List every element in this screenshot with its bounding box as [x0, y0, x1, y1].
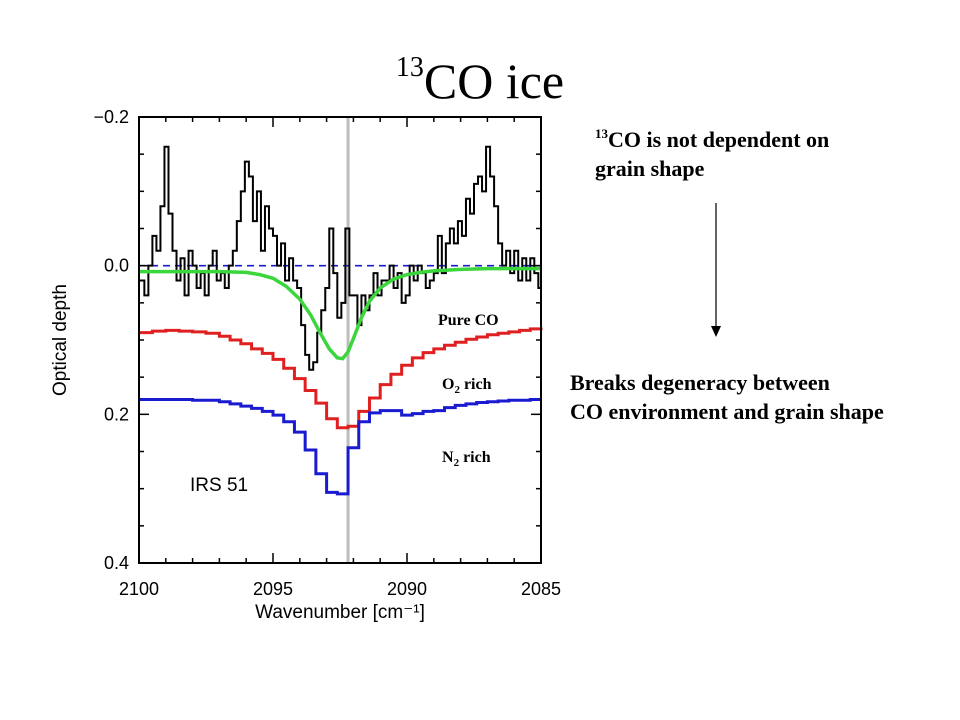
- note-grain-shape-line2: grain shape: [595, 156, 705, 181]
- x-tick-label: 2100: [119, 579, 159, 599]
- slide-title-text: CO ice: [423, 53, 565, 109]
- y-tick-label: 0.0: [104, 256, 129, 276]
- n2-rich-model-line: [139, 397, 541, 496]
- note-grain-shape-line1: CO is not dependent on: [608, 127, 830, 152]
- slide-title: 13CO ice: [0, 38, 960, 111]
- plot-frame: [138, 116, 542, 564]
- note-grain-shape: 13CO is not dependent on grain shape: [595, 119, 829, 183]
- o2-rich-label: O2 rich: [442, 376, 492, 396]
- note-grain-shape-superscript: 13: [595, 126, 608, 141]
- slide-title-superscript: 13: [395, 52, 424, 83]
- note-degeneracy-line1: Breaks degeneracy between: [570, 370, 830, 395]
- observed-spectrum-line: [139, 145, 542, 371]
- note-degeneracy-line2: CO environment and grain shape: [570, 399, 884, 424]
- pure-co-model-line: [139, 266, 541, 361]
- y-axis-label: Optical depth: [50, 284, 71, 396]
- n2-rich-label: N2 rich: [442, 449, 491, 469]
- x-axis-label: Wavenumber [cm⁻¹]: [255, 602, 425, 623]
- x-tick-label: 2090: [387, 579, 427, 599]
- y-tick-label: −0.2: [93, 107, 129, 127]
- y-tick-label: 0.4: [104, 553, 129, 573]
- x-tick-label: 2085: [521, 579, 561, 599]
- note-degeneracy: Breaks degeneracy between CO environment …: [570, 368, 884, 426]
- x-tick-label: 2095: [253, 579, 293, 599]
- pure-co-label: Pure CO: [438, 312, 499, 329]
- o2-rich-model-line: [139, 327, 543, 430]
- irs51-annotation: IRS 51: [190, 475, 248, 496]
- y-tick-label: 0.2: [104, 404, 129, 424]
